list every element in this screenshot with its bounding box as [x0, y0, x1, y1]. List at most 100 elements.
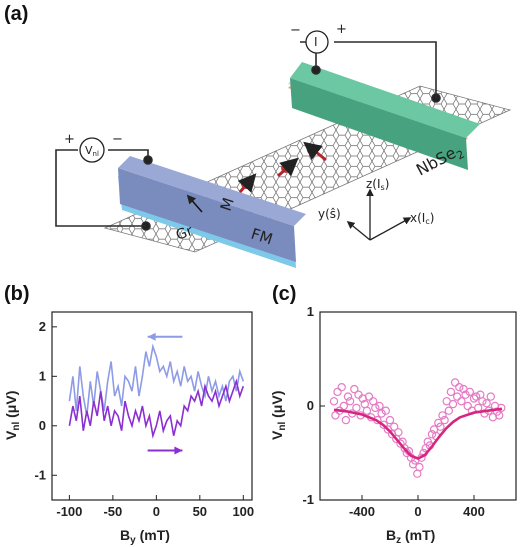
plot-c-ytick-label-0: -1 — [302, 492, 314, 507]
plot-b-ytick-label-3: 2 — [39, 319, 46, 334]
magnetization-arrow — [186, 194, 203, 213]
plot-b-xtick-label-4: 100 — [232, 504, 254, 519]
plot-b-ytick-label-1: 0 — [39, 418, 46, 433]
plot-c-point — [352, 403, 361, 413]
panel-label-a: (a) — [4, 3, 28, 25]
plot-b-ticks: -100 -50 0 50 100 -1 0 1 2 — [34, 319, 254, 519]
plot-b-xtick-label-0: -100 — [56, 504, 82, 519]
panel-label-b: (b) — [4, 283, 30, 305]
plot-b-series-down — [68, 343, 245, 417]
plot-b-xtick-label-1: -50 — [103, 504, 122, 519]
plot-c-point — [427, 430, 437, 439]
axis-x-label: x(I — [410, 211, 425, 225]
plot-c-ytick-label-1: 0 — [307, 398, 314, 413]
svg-text:z(Is): z(Is) — [366, 177, 389, 192]
plot-c-ytick-label-2: 1 — [307, 304, 314, 319]
ferromagnet-label: FM — [249, 225, 275, 249]
plot-c-point — [495, 411, 504, 420]
voltmeter-sub: nl — [93, 150, 99, 158]
nbse2-flake: NbSe2 — [288, 62, 480, 180]
plot-c-point — [444, 406, 453, 415]
voltage-circuit — [55, 149, 153, 231]
axis-z-sub: s — [381, 183, 385, 192]
plot-c-point — [331, 411, 340, 420]
axis-z-label: z(I — [366, 177, 381, 191]
plot-c-point — [385, 415, 395, 425]
plot-c-point — [390, 422, 399, 431]
ammeter-label: I — [314, 35, 318, 49]
plot-c-point — [450, 378, 460, 387]
ferromagnet-bar: FM M — [118, 156, 306, 268]
plot-c-point — [329, 397, 339, 406]
plot-c-ylabel: Vnl (μV) — [269, 391, 288, 440]
magnetization-label: M — [217, 195, 238, 213]
panel-label-c: (c) — [272, 283, 296, 305]
axis-y-label: y(ŝ) — [318, 207, 341, 221]
ammeter-symbol: I − + — [290, 22, 347, 54]
plot-c-frame — [319, 311, 517, 501]
panel-c: (c) -400 0 400 -1 0 1 Bz (mT) Vnl (μV) — [269, 283, 517, 546]
plot-c-point — [478, 397, 487, 406]
plot-c-point — [371, 403, 380, 413]
plot-c-point — [497, 403, 506, 413]
plot-b-arrow-down-sweep-head — [147, 332, 156, 341]
plot-b-xtick-label-3: 50 — [193, 504, 207, 519]
plot-c-point — [463, 401, 472, 411]
plot-c-point — [381, 406, 390, 415]
plot-c-point — [438, 411, 447, 420]
plot-c-point — [396, 439, 405, 448]
axis-x-sub: c — [425, 217, 429, 226]
plot-c-point — [375, 401, 384, 411]
plot-c-point — [345, 397, 355, 406]
plot-c-point — [453, 392, 462, 401]
coordinate-axes — [346, 188, 412, 241]
plot-b-series — [68, 343, 245, 439]
svg-text:x(Ic): x(Ic) — [410, 211, 434, 226]
plot-c-fit-line — [333, 407, 503, 460]
voltmeter-label: V — [85, 144, 93, 157]
plot-c-point — [436, 422, 445, 431]
plot-c-point — [482, 399, 491, 408]
plot-c-point — [448, 399, 458, 409]
plot-c-point — [415, 462, 424, 472]
plot-c-points — [329, 378, 506, 478]
plot-b-frame — [51, 311, 253, 501]
plot-c-point — [394, 428, 403, 437]
plot-c-point — [343, 392, 353, 401]
plot-c-point — [362, 406, 372, 415]
plot-c-ticks: -400 0 400 -1 0 1 — [302, 304, 484, 519]
plot-b-ylabel: Vnl (μV) — [3, 391, 22, 440]
plot-c-point — [465, 387, 474, 397]
plot-c-point — [471, 392, 481, 401]
plot-c-xtick-label-1: 0 — [414, 504, 421, 519]
plot-c-xlabel: Bz (mT) — [386, 527, 435, 546]
voltmeter-plus: + — [64, 132, 75, 147]
voltmeter-minus: − — [112, 132, 123, 147]
spin-markers — [237, 141, 327, 193]
panel-b: (b) -100 -50 0 50 100 -1 0 1 2 By (mT) Vnl (μV) — [3, 283, 254, 546]
panel-a: (a) NbSe2 FM M Gr — [4, 3, 512, 268]
plot-c-point — [455, 383, 464, 392]
plot-c-point — [469, 394, 479, 403]
plot-c-point — [440, 415, 449, 425]
plot-c-point — [379, 420, 388, 429]
plot-b-xlabel: By (mT) — [120, 527, 170, 546]
plot-c-point — [337, 383, 346, 392]
graphene-label: Gr — [174, 223, 195, 244]
plot-c-point — [341, 415, 351, 425]
plot-b-series-up — [68, 378, 245, 439]
plot-c-point — [350, 384, 359, 394]
plot-c-point — [400, 444, 409, 453]
voltmeter-symbol: Vnl + − — [64, 132, 123, 163]
plot-b-arrow-up-sweep-head — [174, 446, 183, 455]
plot-c-xtick-label-2: 400 — [463, 504, 485, 519]
plot-b-annotations — [147, 332, 183, 455]
plot-c-fit — [333, 407, 503, 460]
svg-text:Vnl: Vnl — [85, 144, 99, 158]
plot-c-point — [364, 392, 374, 401]
ammeter-plus: + — [336, 22, 347, 37]
plot-c-point — [486, 392, 495, 401]
plot-c-point — [457, 397, 466, 406]
plot-c-point — [377, 409, 386, 418]
